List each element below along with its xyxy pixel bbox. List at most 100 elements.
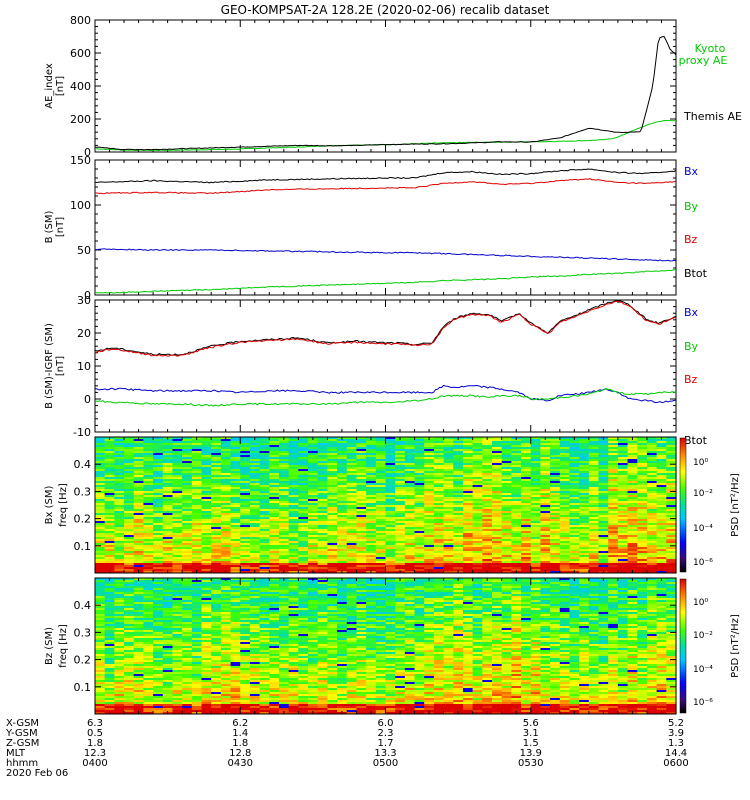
spectrogram-cell <box>521 557 532 560</box>
spectrogram-cell <box>172 551 183 554</box>
spectrogram-cell <box>211 449 222 452</box>
spectrogram-cell <box>433 457 445 460</box>
spectrogram-cell <box>162 590 174 593</box>
spectrogram-cell <box>443 529 454 532</box>
spectrogram-cell <box>414 439 425 442</box>
spectrogram-cell <box>288 473 299 476</box>
spectrogram-cell <box>201 485 212 488</box>
spectrogram-cell <box>95 690 106 693</box>
spectrogram-cell <box>511 559 522 562</box>
spectrogram-cell <box>375 497 387 500</box>
spectrogram-cell <box>114 598 125 601</box>
spectrogram-cell <box>211 463 222 466</box>
spectrogram-cell <box>559 437 571 440</box>
spectrogram-cell <box>153 497 164 500</box>
spectrogram-cell <box>453 465 464 468</box>
spectrogram-cell <box>414 497 425 500</box>
spectrogram-cell <box>278 449 290 452</box>
spectrogram-cell <box>201 700 212 703</box>
spectrogram-cell <box>172 584 183 587</box>
spectrogram-cell <box>288 441 299 444</box>
spectrogram-cell <box>162 624 174 627</box>
spectrogram-cell <box>404 551 416 554</box>
spectrogram-cell <box>104 612 115 615</box>
spectrogram-cell <box>259 479 270 482</box>
spectrogram-cell <box>492 457 503 460</box>
spectrogram-cell <box>443 533 454 536</box>
spectrogram-cell <box>288 439 299 442</box>
spectrogram-cell <box>569 469 580 472</box>
spectrogram-cell <box>278 565 290 568</box>
spectrogram-cell <box>133 543 145 546</box>
spectrogram-cell <box>550 489 561 492</box>
spectrogram-cell <box>95 567 106 570</box>
spectrogram-cell <box>627 525 638 528</box>
spectrogram-cell <box>608 513 619 516</box>
spectrogram-cell <box>337 529 348 532</box>
spectrogram-cell <box>182 704 193 707</box>
spectrogram-cell <box>153 549 164 552</box>
spectrogram-cell <box>637 483 648 486</box>
spectrogram-cell <box>453 539 464 542</box>
spectrogram-cell <box>588 439 600 442</box>
spectrogram-cell <box>133 485 145 488</box>
spectrogram-cell <box>395 465 406 468</box>
spectrogram-cell <box>182 582 193 585</box>
spectrogram-cell <box>278 499 290 502</box>
spectrogram-cell <box>133 662 145 665</box>
spectrogram-cell <box>385 497 396 500</box>
spectrogram-cell <box>501 517 512 520</box>
spectrogram-cell <box>124 698 135 701</box>
spectrogram-cell <box>385 549 396 552</box>
spectrogram-cell <box>346 535 358 538</box>
spectrogram-cell <box>559 461 571 464</box>
spectrogram-cell <box>559 559 571 562</box>
spectrogram-cell <box>153 618 164 621</box>
spectrogram-cell <box>588 521 600 524</box>
spectrogram-cell <box>133 473 145 476</box>
spectrogram-cell <box>404 459 416 462</box>
spectrogram-cell <box>627 561 638 564</box>
spectrogram-cell <box>278 561 290 564</box>
spectrogram-cell <box>424 517 435 520</box>
spectrogram-cell <box>182 654 193 657</box>
spectrogram-cell <box>617 495 629 498</box>
spectrogram-cell <box>153 489 164 492</box>
spectrogram-cell <box>201 648 212 651</box>
spectrogram-cell <box>240 453 251 456</box>
spectrogram-cell <box>201 449 212 452</box>
spectrogram-cell <box>104 443 115 446</box>
spectrogram-cell <box>443 563 454 566</box>
spectrogram-cell <box>124 626 135 629</box>
spectrogram-cell <box>172 481 183 484</box>
spectrogram-cell <box>172 525 183 528</box>
spectrogram-cell <box>249 453 261 456</box>
spectrogram-cell <box>366 489 377 492</box>
spectrogram-cell <box>424 451 435 454</box>
spectrogram-cell <box>104 688 115 691</box>
spectrogram-cell <box>162 704 174 707</box>
spectrogram-cell <box>143 668 154 671</box>
spectrogram-cell <box>530 569 542 572</box>
spectrogram-cell <box>278 553 290 556</box>
spectrogram-cell <box>472 549 483 552</box>
spectrogram-cell <box>143 618 154 621</box>
spectrogram-cell <box>124 563 135 566</box>
spectrogram-cell <box>240 479 251 482</box>
spectrogram-cell <box>385 445 396 448</box>
spectrogram-cell <box>191 459 203 462</box>
spectrogram-cell <box>95 684 106 687</box>
spectrogram-cell <box>133 547 145 550</box>
spectrogram-cell <box>637 571 648 574</box>
spectrogram-cell <box>666 503 677 506</box>
spectrogram-cell <box>201 461 212 464</box>
spectrogram-cell <box>288 487 299 490</box>
spectrogram-cell <box>133 650 145 653</box>
spectrogram-cell <box>133 580 145 583</box>
spectrogram-cell <box>462 465 474 468</box>
spectrogram-cell <box>308 511 319 514</box>
spectrogram-cell <box>104 694 115 697</box>
spectrogram-cell <box>608 437 619 440</box>
spectrogram-cell <box>211 610 222 613</box>
spectrogram-cell <box>104 598 115 601</box>
